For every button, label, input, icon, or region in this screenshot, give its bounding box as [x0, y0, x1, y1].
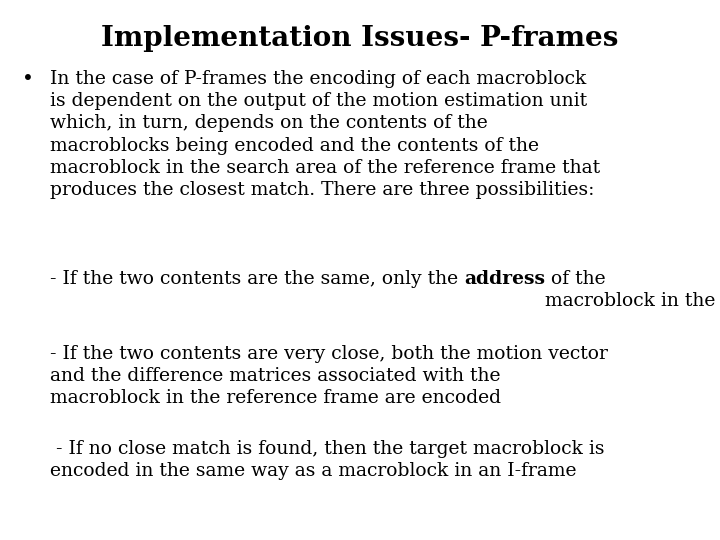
Text: •: •: [22, 70, 34, 89]
Text: Implementation Issues- P-frames: Implementation Issues- P-frames: [102, 25, 618, 52]
Text: - If no close match is found, then the target macroblock is
encoded in the same : - If no close match is found, then the t…: [50, 440, 605, 480]
Text: - If the two contents are the same, only the: - If the two contents are the same, only…: [50, 270, 464, 288]
Text: address: address: [464, 270, 545, 288]
Text: - If the two contents are very close, both the motion vector
and the difference : - If the two contents are very close, bo…: [50, 345, 608, 407]
Text: of the
macroblock in the reference frame is encoded: of the macroblock in the reference frame…: [545, 270, 720, 310]
Text: In the case of P-frames the encoding of each macroblock
is dependent on the outp: In the case of P-frames the encoding of …: [50, 70, 600, 199]
